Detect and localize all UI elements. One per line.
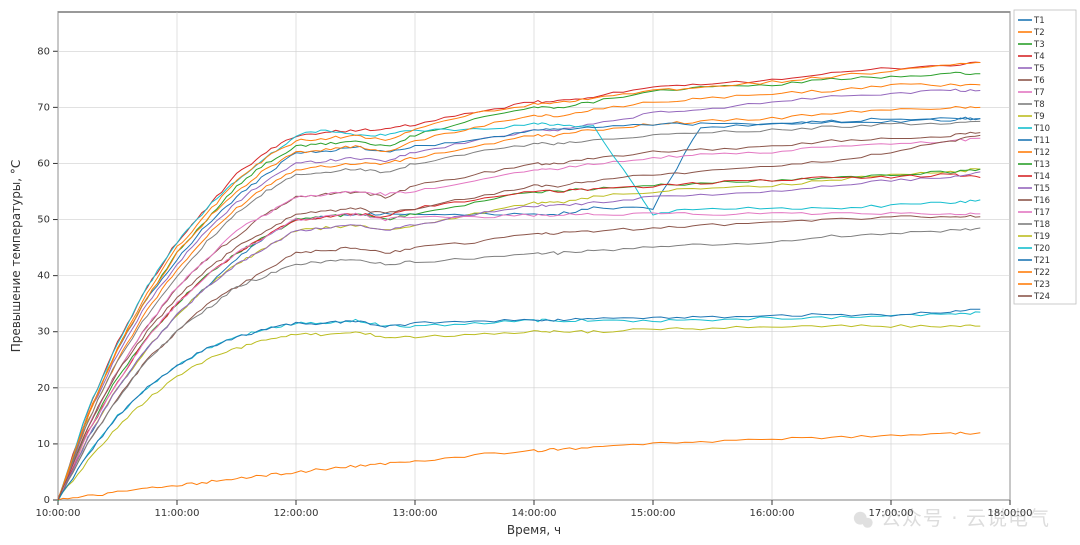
legend-item-T2: T2 xyxy=(1033,28,1045,38)
legend-item-T4: T4 xyxy=(1033,52,1045,62)
svg-text:20: 20 xyxy=(37,383,50,394)
legend-item-T5: T5 xyxy=(1033,64,1045,74)
svg-text:10: 10 xyxy=(37,439,50,450)
svg-text:13:00:00: 13:00:00 xyxy=(393,508,438,519)
svg-text:30: 30 xyxy=(37,327,50,338)
svg-text:11:00:00: 11:00:00 xyxy=(155,508,200,519)
legend-item-T21: T21 xyxy=(1033,256,1050,266)
svg-text:50: 50 xyxy=(37,215,50,226)
legend-item-T24: T24 xyxy=(1033,292,1050,302)
legend-item-T1: T1 xyxy=(1033,16,1045,26)
svg-text:40: 40 xyxy=(37,271,50,282)
legend-item-T3: T3 xyxy=(1033,40,1045,50)
svg-text:0: 0 xyxy=(44,495,50,506)
x-axis-label: Время, ч xyxy=(507,523,561,537)
svg-text:12:00:00: 12:00:00 xyxy=(274,508,319,519)
legend-item-T10: T10 xyxy=(1033,124,1050,134)
legend-item-T15: T15 xyxy=(1033,184,1050,194)
legend-item-T19: T19 xyxy=(1033,232,1050,242)
legend-item-T11: T11 xyxy=(1033,136,1050,146)
legend-item-T12: T12 xyxy=(1033,148,1050,158)
legend-item-T8: T8 xyxy=(1033,100,1045,110)
legend-item-T14: T14 xyxy=(1033,172,1050,182)
legend-item-T20: T20 xyxy=(1033,244,1050,254)
legend: T1 T2 T3 T4 T5 T6 T7 T8 T9 T10 T11 T12 T13 T14 T15 T16 T… xyxy=(1014,10,1076,304)
svg-text:60: 60 xyxy=(37,158,50,169)
svg-text:15:00:00: 15:00:00 xyxy=(631,508,676,519)
legend-item-T13: T13 xyxy=(1033,160,1050,170)
chart-container: 0 10 20 30 40 50 60 70 80 10:00:00 11:00:00 12:00:0… xyxy=(0,0,1080,545)
svg-text:17:00:00: 17:00:00 xyxy=(869,508,914,519)
svg-text:70: 70 xyxy=(37,102,50,113)
svg-text:10:00:00: 10:00:00 xyxy=(36,508,81,519)
legend-item-T7: T7 xyxy=(1033,88,1045,98)
legend-item-T16: T16 xyxy=(1033,196,1050,206)
svg-text:16:00:00: 16:00:00 xyxy=(750,508,795,519)
y-axis-label: Превышение температуры, °С xyxy=(9,160,23,353)
legend-item-T9: T9 xyxy=(1033,112,1045,122)
legend-item-T23: T23 xyxy=(1033,280,1050,290)
line-chart: 0 10 20 30 40 50 60 70 80 10:00:00 11:00:00 12:00:0… xyxy=(0,0,1080,545)
legend-item-T22: T22 xyxy=(1033,268,1050,278)
legend-item-T18: T18 xyxy=(1033,220,1050,230)
legend-item-T17: T17 xyxy=(1033,208,1050,218)
legend-item-T6: T6 xyxy=(1033,76,1045,86)
svg-text:80: 80 xyxy=(37,46,50,57)
svg-text:18:00:00: 18:00:00 xyxy=(988,508,1033,519)
svg-text:14:00:00: 14:00:00 xyxy=(512,508,557,519)
